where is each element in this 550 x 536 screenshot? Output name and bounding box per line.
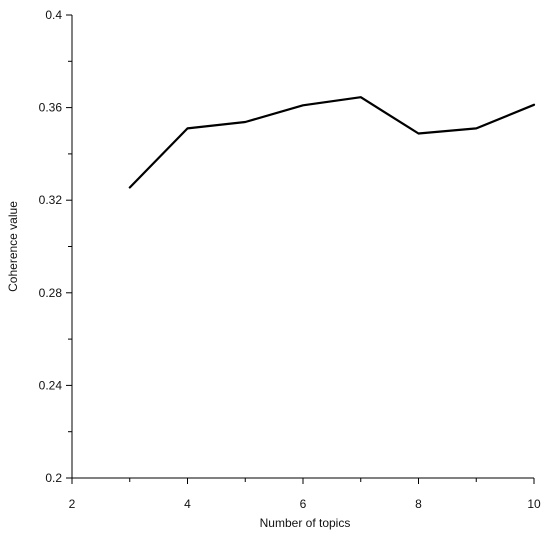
x-tick-label: 4 xyxy=(184,497,191,511)
y-tick-label: 0.28 xyxy=(39,286,63,300)
y-axis-ticks: 0.2 0.24 0.28 0.32 0.36 0.4 xyxy=(39,8,72,485)
y-tick-label: 0.36 xyxy=(39,101,63,115)
series-group xyxy=(128,96,536,189)
series-line xyxy=(128,96,536,189)
y-tick-label: 0.32 xyxy=(39,193,63,207)
y-tick-label: 0.24 xyxy=(39,378,63,392)
y-tick-label: 0.2 xyxy=(45,471,62,485)
y-axis-title: Coherence value xyxy=(6,201,20,292)
x-tick-label: 8 xyxy=(415,497,422,511)
y-tick-label: 0.4 xyxy=(45,8,62,22)
x-tick-label: 10 xyxy=(527,497,541,511)
x-tick-label: 6 xyxy=(300,497,307,511)
x-tick-label: 2 xyxy=(69,497,76,511)
axes xyxy=(71,15,534,479)
x-axis-title: Number of topics xyxy=(260,516,351,530)
x-axis-ticks: 2 4 6 8 10 xyxy=(69,478,541,511)
